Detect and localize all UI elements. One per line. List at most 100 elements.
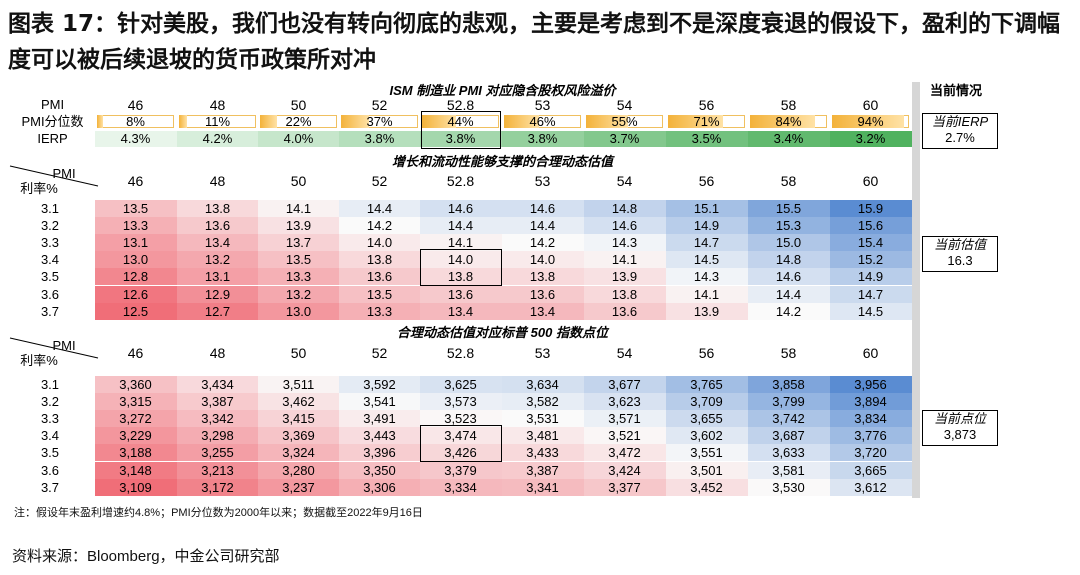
heat-cell [830, 478, 912, 496]
cell-value: 12.9 [204, 286, 231, 302]
cell-value: 14.1 [447, 235, 474, 251]
heat-cell [584, 376, 666, 394]
cell-value: 3,298 [201, 428, 234, 444]
cell-value: 3,602 [690, 428, 723, 444]
percentile-bar [832, 115, 904, 128]
column-header: 53 [534, 345, 551, 361]
ism-percentile-value: 11% [204, 114, 231, 129]
cell-value: 3,369 [282, 428, 315, 444]
heat-cell [95, 427, 177, 445]
cell-value: 3,523 [444, 411, 477, 427]
heat-cell [830, 217, 912, 235]
cell-value: 14.6 [611, 218, 638, 234]
column-header: 56 [698, 345, 715, 361]
heat-cell [177, 200, 259, 218]
footnote: 注：假设年末盈利增速约4.8%；PMI分位数为2000年以来；数据截至2022年… [14, 507, 423, 519]
column-header: 52.8 [446, 173, 475, 189]
cell-value: 3,341 [526, 479, 559, 495]
heat-cell [830, 410, 912, 428]
heat-cell [748, 217, 830, 235]
ism-ierp-cell [258, 131, 340, 147]
cell-value: 13.7 [285, 235, 312, 251]
cell-value: 3,858 [772, 377, 805, 392]
cell-value: 13.9 [611, 269, 638, 285]
current-index-label: 当前点位 [933, 411, 986, 426]
cell-value: 14.0 [447, 252, 474, 268]
rate-label: 3.7 [40, 303, 60, 319]
percentile-bar [260, 115, 277, 128]
cell-value: 3,776 [854, 428, 887, 444]
cell-value: 14.4 [366, 201, 393, 216]
heat-cell [584, 393, 666, 411]
heat-cell [420, 410, 502, 428]
column-header: 48 [209, 345, 226, 361]
heat-cell [420, 444, 502, 462]
heat-cell [177, 234, 259, 252]
heat-cell [420, 234, 502, 252]
cell-value: 3,665 [854, 462, 887, 478]
cell-value: 13.3 [366, 303, 393, 319]
ism-percentile-value: 22% [285, 114, 312, 129]
rate-label: 3.6 [40, 286, 60, 302]
heat-cell [666, 461, 748, 479]
rate-label: 3.7 [40, 479, 60, 495]
heat-cell [177, 478, 259, 496]
cell-value: 3,571 [608, 411, 641, 427]
column-header: 52 [371, 345, 388, 361]
heat-cell [177, 393, 259, 411]
heat-cell [748, 410, 830, 428]
heat-cell [584, 461, 666, 479]
percentile-bar [586, 115, 628, 128]
ism-percentile-value: 94% [857, 114, 884, 129]
cell-value: 14.1 [693, 286, 720, 302]
cell-value: 14.1 [285, 201, 312, 216]
heat-cell [502, 393, 584, 411]
heat-cell [748, 268, 830, 286]
heat-cell [420, 302, 502, 320]
column-header: 56 [698, 173, 715, 189]
cell-value: 15.5 [775, 201, 802, 216]
heat-cell [666, 478, 748, 496]
heat-cell [95, 268, 177, 286]
ism-ierp-value: 3.4% [773, 131, 804, 146]
cell-value: 13.2 [285, 286, 312, 302]
heat-cell [339, 427, 421, 445]
heat-cell [177, 444, 259, 462]
heat-cell [177, 410, 259, 428]
ism-ierp-value: 4.0% [283, 131, 314, 146]
cell-value: 3,677 [608, 377, 641, 392]
corner-diagonal [9, 165, 99, 187]
cell-value: 3,511 [282, 377, 315, 392]
heat-cell [177, 217, 259, 235]
heat-cell [666, 427, 748, 445]
cell-value: 3,573 [444, 394, 477, 410]
heat-cell [666, 268, 748, 286]
cell-value: 3,387 [526, 462, 559, 478]
cell-value: 3,255 [201, 445, 234, 461]
heat-cell [177, 461, 259, 479]
cell-value: 3,491 [363, 411, 396, 427]
ism-ierp-cell [420, 131, 502, 147]
percentile-bar [97, 115, 103, 128]
heat-cell [584, 285, 666, 303]
heat-cell [748, 251, 830, 269]
ism-percentile-value: 46% [529, 114, 556, 129]
cell-value: 3,481 [526, 428, 559, 444]
heat-cell [830, 427, 912, 445]
heat-cell [502, 478, 584, 496]
cell-value: 3,109 [119, 479, 152, 495]
rate-label: 3.4 [40, 252, 60, 268]
current-valuation-panel: 当前估值 16.3 [922, 236, 998, 272]
heat-cell [748, 478, 830, 496]
cell-value: 14.2 [529, 235, 556, 251]
figure-title: 图表 17：针对美股，我们也没有转向彻底的悲观，主要是考虑到不是深度衰退的假设下… [8, 11, 1061, 73]
column-header: 54 [616, 345, 633, 361]
cell-value: 3,501 [690, 462, 723, 478]
ism-pmi-value: 52.8 [446, 97, 475, 113]
cell-value: 13.0 [285, 303, 312, 319]
ism-pmi-value: 53 [534, 97, 551, 113]
heat-cell [830, 200, 912, 218]
heat-cell [584, 200, 666, 218]
cell-value: 14.9 [693, 218, 720, 234]
ism-ierp-value: 3.8% [364, 131, 395, 146]
